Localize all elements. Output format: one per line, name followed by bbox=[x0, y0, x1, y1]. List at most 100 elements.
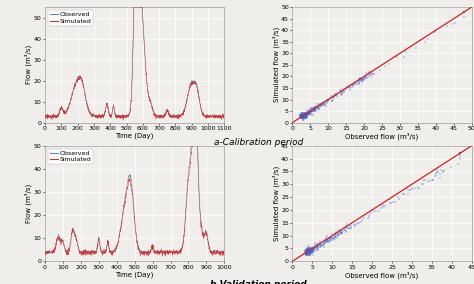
Point bbox=[340, 87, 347, 91]
Point bbox=[366, 70, 374, 75]
Point bbox=[302, 252, 310, 256]
Point bbox=[344, 226, 351, 231]
Point bbox=[308, 250, 315, 254]
Point bbox=[310, 107, 317, 112]
Point bbox=[306, 249, 313, 254]
Point bbox=[303, 248, 310, 253]
Point bbox=[301, 115, 309, 120]
Point bbox=[303, 251, 310, 256]
Point bbox=[328, 99, 336, 103]
Point bbox=[299, 115, 307, 119]
Point bbox=[334, 233, 342, 237]
X-axis label: Observed flow (m³/s): Observed flow (m³/s) bbox=[346, 271, 419, 279]
Point bbox=[351, 80, 358, 84]
Point bbox=[309, 108, 316, 113]
Point bbox=[323, 237, 331, 241]
Point bbox=[311, 245, 319, 249]
Point bbox=[309, 109, 317, 113]
Point bbox=[303, 247, 311, 251]
Point bbox=[461, 9, 468, 14]
Point bbox=[356, 76, 364, 80]
Point bbox=[461, 9, 468, 14]
Point bbox=[299, 117, 307, 122]
Point bbox=[298, 113, 305, 117]
Point bbox=[300, 112, 308, 116]
Point bbox=[314, 248, 322, 252]
Line: Observed: Observed bbox=[45, 7, 224, 118]
Point bbox=[302, 116, 310, 120]
Point bbox=[305, 248, 313, 253]
Point bbox=[418, 181, 425, 186]
Point bbox=[456, 151, 464, 156]
Point bbox=[333, 92, 340, 97]
Point bbox=[308, 106, 315, 110]
Point bbox=[367, 73, 374, 77]
Point bbox=[299, 110, 306, 115]
Point bbox=[310, 247, 317, 251]
Point bbox=[322, 240, 329, 244]
Point bbox=[337, 231, 345, 235]
Point bbox=[301, 114, 309, 119]
Point bbox=[298, 115, 306, 120]
Point bbox=[304, 250, 312, 255]
Point bbox=[300, 114, 307, 119]
Point bbox=[302, 250, 310, 254]
Point bbox=[302, 115, 310, 119]
Point bbox=[304, 250, 312, 254]
Point bbox=[303, 249, 311, 254]
Point bbox=[320, 242, 328, 247]
Point bbox=[296, 113, 303, 118]
Point bbox=[305, 112, 313, 116]
Point bbox=[306, 108, 314, 112]
Point bbox=[366, 73, 374, 77]
Point bbox=[304, 250, 311, 254]
Point bbox=[304, 252, 311, 257]
Point bbox=[297, 114, 304, 118]
Point bbox=[306, 248, 314, 253]
Observed bbox=[121, 202, 127, 206]
Point bbox=[303, 250, 310, 255]
Point bbox=[311, 245, 319, 250]
Point bbox=[344, 222, 351, 226]
Point bbox=[303, 249, 310, 254]
Point bbox=[303, 114, 310, 118]
Point bbox=[304, 250, 311, 255]
Point bbox=[303, 250, 311, 254]
Point bbox=[456, 151, 464, 156]
Point bbox=[331, 235, 338, 239]
Point bbox=[348, 85, 356, 89]
Point bbox=[305, 247, 312, 252]
Point bbox=[461, 9, 468, 14]
Point bbox=[305, 245, 313, 250]
Point bbox=[321, 240, 329, 245]
Point bbox=[298, 113, 306, 117]
Point bbox=[302, 111, 310, 115]
Point bbox=[307, 248, 314, 252]
Point bbox=[320, 242, 328, 247]
Point bbox=[301, 114, 309, 119]
Point bbox=[332, 232, 339, 236]
Point bbox=[332, 92, 340, 97]
Point bbox=[424, 179, 431, 183]
Point bbox=[318, 101, 326, 105]
Point bbox=[319, 242, 327, 247]
Point bbox=[352, 82, 359, 87]
Point bbox=[363, 76, 371, 81]
Point bbox=[365, 214, 373, 219]
Point bbox=[336, 227, 344, 232]
Point bbox=[304, 250, 312, 255]
Point bbox=[304, 248, 312, 252]
Point bbox=[434, 170, 441, 174]
Observed bbox=[185, 174, 191, 177]
Point bbox=[302, 113, 310, 118]
Observed bbox=[117, 114, 122, 118]
Point bbox=[303, 249, 311, 254]
Point bbox=[301, 114, 309, 118]
Point bbox=[305, 249, 313, 253]
Point bbox=[380, 202, 387, 207]
Point bbox=[299, 112, 307, 116]
Point bbox=[305, 252, 312, 256]
Point bbox=[297, 114, 305, 118]
Point bbox=[298, 112, 305, 117]
Point bbox=[339, 89, 346, 93]
